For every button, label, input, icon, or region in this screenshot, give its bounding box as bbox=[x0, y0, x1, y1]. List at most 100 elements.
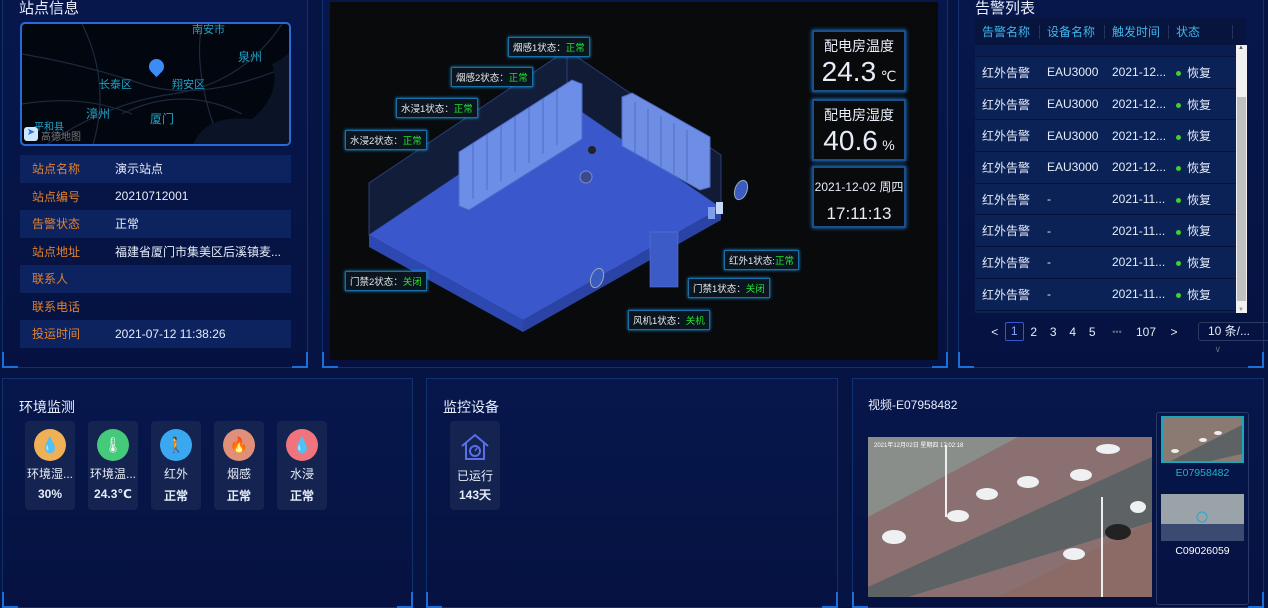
env-card[interactable]: 🔥 烟感 正常 bbox=[214, 421, 264, 510]
table-cell: 红外告警 bbox=[975, 254, 1040, 271]
info-value: 2021-07-12 11:38:26 bbox=[115, 326, 226, 341]
video-thumbnail[interactable] bbox=[1161, 416, 1244, 463]
walking-person-icon: 🚶 bbox=[160, 429, 192, 461]
table-cell: 恢复 bbox=[1169, 254, 1233, 271]
prev-page-button[interactable]: < bbox=[991, 324, 999, 339]
column-header[interactable]: 状态 bbox=[1169, 24, 1233, 39]
column-header[interactable]: 设备名称 bbox=[1040, 24, 1105, 39]
table-row[interactable]: 红外告警 EAU3000 2021-12... 恢复 bbox=[975, 120, 1236, 153]
thumbnail-label[interactable]: C09026059 bbox=[1175, 545, 1230, 557]
column-header[interactable]: 触发时间 bbox=[1105, 24, 1169, 39]
info-key: 站点编号 bbox=[32, 189, 81, 204]
info-value: 演示站点 bbox=[115, 162, 164, 177]
room-model bbox=[368, 49, 749, 332]
table-row[interactable]: 红外告警-2021-11...恢复 bbox=[975, 278, 1236, 311]
tag-label: 红外1状态: bbox=[729, 256, 775, 267]
info-key: 联系人 bbox=[32, 272, 69, 287]
tag-label: 门禁1状态： bbox=[693, 284, 746, 295]
monitor-device-title: 监控设备 bbox=[443, 399, 499, 415]
status-dot-icon bbox=[1176, 102, 1181, 108]
sensor-tag-door2[interactable]: 门禁2状态：关闭 bbox=[345, 271, 427, 291]
sensor-tag-fan1[interactable]: 风机1状态：关机 bbox=[628, 310, 710, 330]
table-cell: 红外告警 bbox=[975, 96, 1040, 113]
env-card[interactable]: 🌡 环境温... 24.3℃ bbox=[88, 421, 138, 510]
page-button[interactable]: 4 bbox=[1069, 324, 1077, 339]
cell-text: 2021-12... bbox=[1112, 128, 1167, 143]
page-size-value: 10 条/... bbox=[1208, 324, 1251, 338]
site-map[interactable]: 南安市 泉州 长泰区 翔安区 漳州 厦门 平和县 ➤ 高德地图 bbox=[20, 22, 291, 146]
scrollbar-thumb[interactable] bbox=[1237, 97, 1246, 301]
amap-logo: ➤ bbox=[24, 127, 38, 141]
cell-text: 恢复 bbox=[1187, 224, 1212, 239]
room-3d-view[interactable]: 烟感1状态：正常 烟感2状态：正常 水浸1状态：正常 水浸2状态：正常 门禁2状… bbox=[330, 2, 938, 360]
table-cell: 红外告警 bbox=[975, 159, 1040, 176]
video-thumbnail[interactable] bbox=[1161, 494, 1244, 541]
table-row[interactable]: 红外告警 EAU3000 2021-12... 恢复 bbox=[975, 152, 1236, 184]
status-dot-icon bbox=[1176, 134, 1181, 140]
tag-state: 正常 bbox=[774, 256, 794, 267]
page-size-select[interactable]: 10 条/... ∨ bbox=[1198, 322, 1268, 354]
more-pages-button[interactable]: ••• bbox=[1112, 326, 1122, 337]
temperature-unit: ℃ bbox=[880, 68, 897, 84]
info-row: 站点名称 演示站点 bbox=[20, 155, 291, 183]
next-page-button[interactable]: > bbox=[1170, 324, 1178, 339]
sensor-tag-smoke2[interactable]: 烟感2状态：正常 bbox=[451, 67, 533, 87]
tag-label: 水浸2状态： bbox=[350, 136, 403, 147]
table-cell: 2021-12... bbox=[1105, 97, 1169, 111]
tag-label: 门禁2状态： bbox=[350, 277, 403, 288]
monitor-card[interactable]: 已运行 143天 bbox=[450, 421, 500, 510]
table-row-partial[interactable] bbox=[975, 45, 1236, 57]
cell-text: 2021-11... bbox=[1112, 287, 1166, 302]
table-cell: 红外告警 bbox=[975, 64, 1040, 81]
table-cell: 2021-11... bbox=[1105, 287, 1169, 301]
sensor-tag-door1[interactable]: 门禁1状态：关闭 bbox=[688, 278, 770, 298]
info-row: 联系人 bbox=[20, 265, 291, 293]
table-cell: 红外告警 bbox=[975, 191, 1040, 208]
info-row: 站点地址 福建省厦门市集美区后溪镇麦... bbox=[20, 238, 291, 266]
monitor-device-panel bbox=[426, 378, 838, 608]
env-card-value: 24.3℃ bbox=[94, 487, 132, 501]
status-dot-icon bbox=[1176, 197, 1181, 203]
cell-text: 恢复 bbox=[1187, 65, 1212, 80]
table-row[interactable]: 红外告警-2021-11...恢复 bbox=[975, 310, 1236, 313]
table-cell: 2021-12... bbox=[1105, 65, 1169, 79]
table-cell: 恢复 bbox=[1169, 127, 1233, 144]
table-cell: 恢复 bbox=[1169, 286, 1233, 303]
video-title: 视频-E07958482 bbox=[868, 398, 958, 412]
env-card[interactable]: 🚶 红外 正常 bbox=[151, 421, 201, 510]
table-cell: EAU3000 bbox=[1040, 97, 1105, 111]
video-player[interactable]: 2021年12月02日 星期四 17:02:18 bbox=[868, 437, 1152, 597]
alarm-rows[interactable]: 红外告警 EAU3000 2021-12... 恢复 红外告警 EAU3000 2021-1… bbox=[975, 45, 1236, 313]
table-cell: 恢复 bbox=[1169, 159, 1233, 176]
env-card[interactable]: 💧 水浸 正常 bbox=[277, 421, 327, 510]
sensor-tag-smoke1[interactable]: 烟感1状态：正常 bbox=[508, 37, 590, 57]
sensor-tag-water1[interactable]: 水浸1状态：正常 bbox=[396, 98, 478, 118]
cell-text: 恢复 bbox=[1187, 287, 1212, 302]
sensor-tag-water2[interactable]: 水浸2状态：正常 bbox=[345, 130, 427, 150]
env-card-label: 环境湿... bbox=[27, 467, 74, 481]
column-header[interactable]: 告警名称 bbox=[975, 24, 1040, 39]
page-button[interactable]: 1 bbox=[1004, 322, 1024, 341]
map-label: 长泰区 bbox=[99, 79, 132, 91]
page-button[interactable]: 107 bbox=[1135, 324, 1157, 339]
page-button[interactable]: 2 bbox=[1030, 324, 1038, 339]
table-row[interactable]: 红外告警-2021-11...恢复 bbox=[975, 183, 1236, 216]
cell-text: - bbox=[1047, 223, 1051, 238]
thumbnail-label[interactable]: E07958482 bbox=[1175, 467, 1230, 479]
alarm-scrollbar[interactable]: ▲ ▼ bbox=[1236, 45, 1247, 313]
page-button[interactable]: 5 bbox=[1088, 324, 1096, 339]
monitor-value: 143天 bbox=[458, 488, 492, 502]
env-card[interactable]: 💧 环境湿... 30% bbox=[25, 421, 75, 510]
table-row[interactable]: 红外告警-2021-11...恢复 bbox=[975, 247, 1236, 279]
cell-text: EAU3000 bbox=[1047, 128, 1099, 143]
sensor-tag-infrared1[interactable]: 红外1状态:正常 bbox=[724, 250, 799, 270]
page-button[interactable]: 3 bbox=[1049, 324, 1057, 339]
map-label: 漳州 bbox=[86, 107, 111, 121]
video-thumbnail-list: E07958482 C09026059 bbox=[1156, 412, 1249, 605]
table-row[interactable]: 红外告警 EAU3000 2021-12... 恢复 bbox=[975, 88, 1236, 121]
info-row: 投运时间 2021-07-12 11:38:26 bbox=[20, 320, 291, 348]
env-card-value: 正常 bbox=[289, 489, 314, 503]
table-row[interactable]: 红外告警 EAU3000 2021-12... 恢复 bbox=[975, 57, 1236, 89]
cell-text: 红外告警 bbox=[982, 129, 1031, 144]
table-row[interactable]: 红外告警-2021-11...恢复 bbox=[975, 215, 1236, 248]
